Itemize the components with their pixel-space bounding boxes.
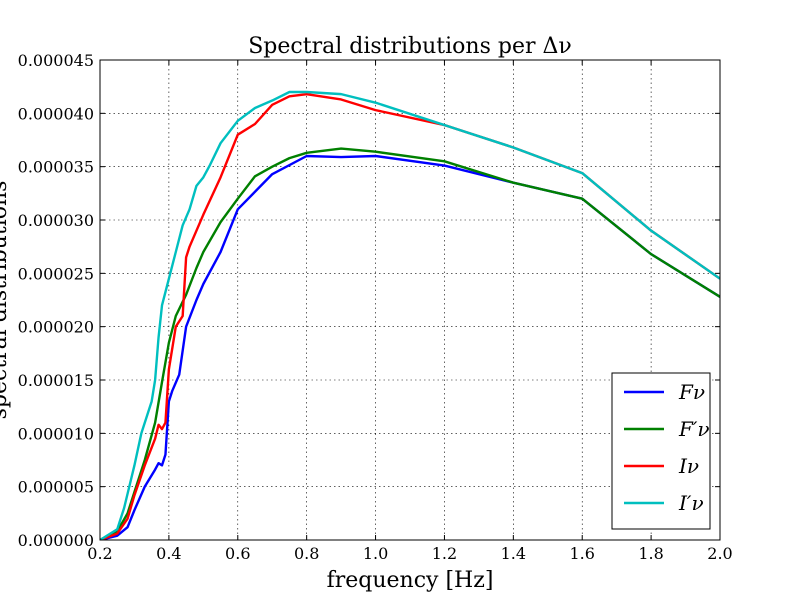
series-layer — [100, 90, 720, 540]
series-line-3 — [100, 92, 720, 540]
x-tick-label: 0.6 — [225, 544, 250, 563]
grid — [100, 60, 720, 540]
y-tick-label: 0.000035 — [18, 158, 94, 177]
y-tick-label: 0.000040 — [18, 104, 94, 123]
chart-title: Spectral distributions per Δν — [248, 34, 572, 59]
x-tick-label: 1.6 — [569, 544, 594, 563]
legend-label: I′ν — [678, 491, 704, 515]
y-tick-label: 0.000025 — [18, 264, 94, 283]
legend-label: Fν — [678, 380, 705, 404]
x-tick-label: 0.2 — [87, 544, 112, 563]
y-tick-label: 0.000015 — [18, 371, 94, 390]
x-tick-label: 1.4 — [501, 544, 526, 563]
y-tick-label: 0.000000 — [18, 531, 94, 550]
y-tick-label: 0.000005 — [18, 478, 94, 497]
legend-label: Iν — [678, 454, 699, 478]
x-tick-label: 2.0 — [707, 544, 732, 563]
x-axis-title: frequency [Hz] — [327, 568, 494, 593]
ticks: 0.2 0.4 0.6 0.8 1.0 1.2 1.4 1.6 1.8 2.0 0.000000 0.… — [18, 51, 733, 563]
series-line-2 — [100, 147, 720, 540]
y-axis-title: spectral distributions — [0, 181, 12, 420]
y-tick-label: 0.000010 — [18, 424, 94, 443]
series-line-1 — [100, 154, 720, 540]
legend: Fν F′ν Iν I′ν — [611, 372, 711, 530]
series-line-4 — [100, 90, 720, 540]
y-tick-label: 0.000020 — [18, 318, 94, 337]
x-tick-label: 0.4 — [156, 544, 181, 563]
legend-label: F′ν — [678, 417, 710, 441]
plot-frame — [99, 59, 721, 541]
y-tick-label: 0.000045 — [18, 51, 94, 70]
y-tick-label: 0.000030 — [18, 211, 94, 230]
x-tick-label: 1.0 — [363, 544, 388, 563]
x-tick-label: 1.2 — [432, 544, 457, 563]
x-tick-label: 1.8 — [638, 544, 663, 563]
x-tick-label: 0.8 — [294, 544, 319, 563]
